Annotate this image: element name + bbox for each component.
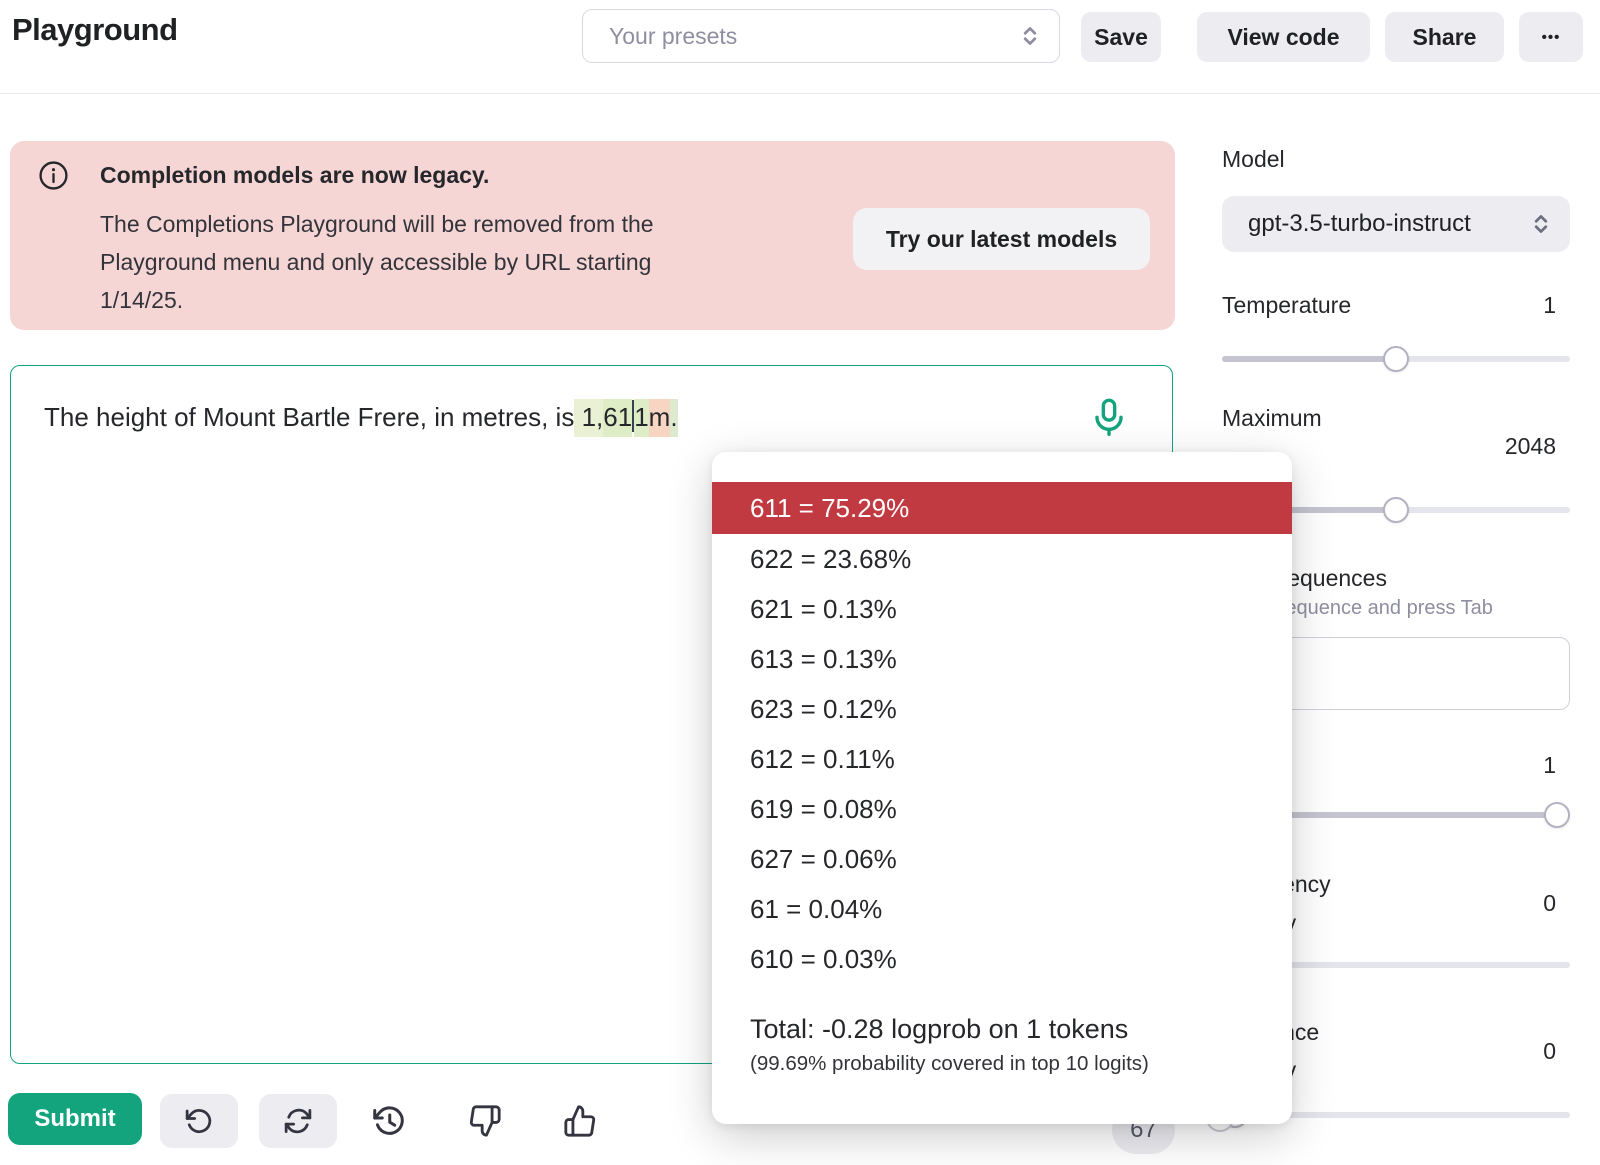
- history-button[interactable]: [370, 1102, 408, 1140]
- slider-thumb[interactable]: [1544, 802, 1570, 828]
- slider-track[interactable]: [1222, 1112, 1570, 1118]
- thumbs-down-icon: [469, 1105, 501, 1137]
- token-highlight-green[interactable]: 1,: [574, 399, 604, 437]
- slider-fill: [1222, 507, 1396, 513]
- max-length-label: Maximum: [1222, 405, 1322, 431]
- token-highlight-green[interactable]: 1: [634, 399, 649, 437]
- token-highlight-salmon[interactable]: m: [648, 399, 671, 437]
- thumbs-up-icon: [564, 1105, 596, 1137]
- temperature-value: 1: [1543, 292, 1556, 318]
- max-length-value: 2048: [1504, 433, 1556, 459]
- view-code-button[interactable]: View code: [1197, 12, 1370, 62]
- header-divider: [0, 93, 1600, 94]
- undo-button[interactable]: [160, 1094, 238, 1148]
- banner-text-line1: The Completions Playground will be remov…: [100, 211, 654, 237]
- info-icon: [39, 161, 68, 190]
- logprob-row[interactable]: 623 = 0.12%: [750, 693, 897, 724]
- logprob-row[interactable]: 627 = 0.06%: [750, 843, 897, 874]
- thumbs-up-button[interactable]: [561, 1102, 599, 1140]
- top-p-slider[interactable]: [1222, 802, 1570, 828]
- regenerate-button[interactable]: [259, 1094, 337, 1148]
- model-dropdown[interactable]: gpt-3.5-turbo-instruct: [1222, 196, 1570, 252]
- temperature-label: Temperature: [1222, 292, 1352, 318]
- more-options-button[interactable]: •••: [1519, 12, 1583, 62]
- logprob-row[interactable]: 619 = 0.08%: [750, 793, 897, 824]
- undo-icon: [185, 1109, 212, 1134]
- share-button[interactable]: Share: [1385, 12, 1504, 62]
- logprob-row[interactable]: 611 = 75.29%: [712, 482, 1292, 534]
- thumbs-down-button[interactable]: [466, 1102, 504, 1140]
- prompt-text: The height of Mount Bartle Frere, in met…: [44, 399, 678, 437]
- top-p-value: 1: [1543, 752, 1556, 778]
- microphone-icon[interactable]: [1092, 398, 1126, 438]
- logprob-coverage: (99.69% probability covered in top 10 lo…: [750, 1052, 1149, 1075]
- prompt-prefix: The height of Mount Bartle Frere, in met…: [44, 402, 575, 432]
- max-length-slider[interactable]: [1222, 497, 1570, 523]
- presence-penalty-value: 0: [1543, 1038, 1556, 1064]
- banner-text-line3: 1/14/25.: [100, 287, 184, 313]
- banner-title: Completion models are now legacy.: [100, 162, 490, 188]
- logprob-total: Total: -0.28 logprob on 1 tokens: [750, 1014, 1129, 1044]
- model-value: gpt-3.5-turbo-instruct: [1248, 210, 1471, 237]
- slider-fill: [1222, 812, 1570, 818]
- logprob-row[interactable]: 610 = 0.03%: [750, 943, 897, 974]
- history-icon: [373, 1106, 404, 1135]
- slider-thumb[interactable]: [1383, 497, 1409, 523]
- token-highlight-green[interactable]: 61: [603, 399, 633, 437]
- logprob-row[interactable]: 61 = 0.04%: [750, 893, 883, 924]
- save-button[interactable]: Save: [1081, 12, 1161, 62]
- try-latest-models-button[interactable]: Try our latest models: [853, 208, 1150, 270]
- chevron-up-down-icon: [1023, 27, 1037, 45]
- slider-track[interactable]: [1222, 962, 1570, 968]
- token-highlight-green[interactable]: .: [670, 399, 678, 437]
- page-title: Playground: [12, 12, 178, 47]
- submit-button[interactable]: Submit: [8, 1093, 142, 1145]
- slider-fill: [1222, 356, 1396, 362]
- slider-thumb[interactable]: [1383, 346, 1409, 372]
- presets-placeholder: Your presets: [609, 22, 738, 49]
- logprob-row[interactable]: 613 = 0.13%: [750, 643, 897, 674]
- logprob-row[interactable]: 621 = 0.13%: [750, 593, 897, 624]
- presets-dropdown[interactable]: Your presets: [582, 9, 1060, 63]
- logprob-rows: 611 = 75.29% 622 = 23.68% 621 = 0.13% 613 =…: [712, 482, 1292, 984]
- text-cursor: [632, 400, 635, 432]
- chevron-up-down-icon: [1534, 215, 1548, 233]
- banner-text-line2: Playground menu and only accessible by U…: [100, 249, 652, 275]
- logprob-row[interactable]: 622 = 23.68%: [750, 543, 912, 574]
- logprob-row[interactable]: 612 = 0.11%: [750, 743, 895, 774]
- model-label: Model: [1222, 146, 1285, 172]
- logprobs-popup: 611 = 75.29% 622 = 23.68% 621 = 0.13% 613 =…: [712, 452, 1292, 1124]
- frequency-penalty-value: 0: [1543, 890, 1556, 916]
- regenerate-icon: [284, 1108, 312, 1134]
- temperature-slider[interactable]: [1222, 346, 1570, 372]
